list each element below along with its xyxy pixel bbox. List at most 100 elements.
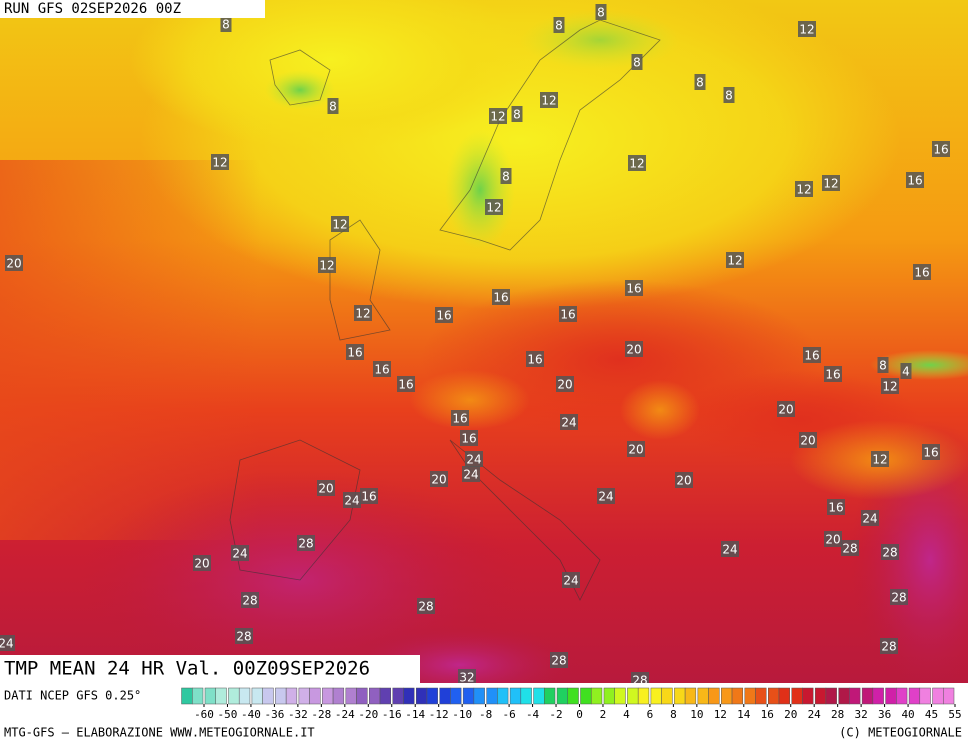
legend-swatch — [650, 687, 662, 705]
label-box — [560, 414, 578, 430]
contour-label: 20 — [825, 533, 840, 547]
label-box — [526, 351, 544, 367]
contour-label: 12 — [629, 157, 644, 171]
copyright-label: (C) METEOGIORNALE — [839, 726, 962, 740]
contour-label: 24 — [563, 574, 578, 588]
legend-swatch — [627, 687, 639, 705]
label-box — [900, 363, 912, 379]
label-box — [827, 499, 845, 515]
label-box — [595, 4, 607, 20]
legend-swatch — [181, 687, 193, 705]
label-box — [331, 216, 349, 232]
contour-label: 24 — [561, 416, 576, 430]
legend-swatch — [215, 687, 227, 705]
legend-swatch — [684, 687, 697, 705]
legend-swatch — [544, 687, 556, 705]
contour-label: 28 — [236, 630, 251, 644]
label-box — [881, 544, 899, 560]
label-box — [799, 432, 817, 448]
legend-swatch — [661, 687, 673, 705]
label-box — [675, 472, 693, 488]
legend-swatch — [861, 687, 874, 705]
contour-labels: 8 8 8 12 8 8 8 8 12 12 8 12 12 16 8 12 12 16 12 12 20 12 12 16 1… — [0, 4, 950, 688]
contour-label: 12 — [332, 218, 347, 232]
legend-swatch — [814, 687, 827, 705]
legend-tick-label: -28 — [311, 708, 331, 721]
contour-label: 20 — [318, 482, 333, 496]
contour-label: 28 — [882, 546, 897, 560]
label-box — [485, 199, 503, 215]
contour-label: 20 — [6, 257, 21, 271]
contour-label: 20 — [557, 378, 572, 392]
contour-label: 8 — [879, 359, 887, 373]
label-box — [803, 347, 821, 363]
contour-label: 12 — [799, 23, 814, 37]
contour-label: 8 — [555, 19, 563, 33]
legend-swatch — [908, 687, 921, 705]
contour-label: 20 — [194, 557, 209, 571]
contour-label: 24 — [463, 468, 478, 482]
contour-label: 16 — [452, 412, 467, 426]
legend-tick-label: -6 — [502, 708, 515, 721]
legend-tick-label: 28 — [831, 708, 844, 721]
label-box — [360, 488, 378, 504]
label-box — [430, 471, 448, 487]
legend-tick-label: 10 — [690, 708, 703, 721]
legend-tick-label: -32 — [288, 708, 308, 721]
contour-label: 8 — [597, 6, 605, 20]
legend-swatch — [322, 687, 334, 705]
legend-tick-label: -60 — [194, 708, 214, 721]
contour-label: 12 — [490, 110, 505, 124]
legend-tick-label: -14 — [405, 708, 425, 721]
contour-label: 24 — [722, 543, 737, 557]
legend-tick-label: 45 — [925, 708, 938, 721]
label-box — [451, 410, 469, 426]
legend-swatch — [802, 687, 814, 705]
label-box — [193, 555, 211, 571]
legend-swatch — [275, 687, 287, 705]
contour-label: 28 — [881, 640, 896, 654]
contour-label: 16 — [374, 363, 389, 377]
contour-label: 16 — [933, 143, 948, 157]
legend-tick-label: 12 — [714, 708, 727, 721]
contour-label: 28 — [891, 591, 906, 605]
legend-swatch — [838, 687, 850, 705]
map-field — [0, 0, 968, 705]
label-box — [550, 652, 568, 668]
contour-label: 28 — [242, 594, 257, 608]
contour-label: 24 — [862, 512, 877, 526]
legend-swatch — [744, 687, 756, 705]
legend-swatch — [509, 687, 522, 705]
legend-swatch — [450, 687, 462, 705]
label-box — [5, 255, 23, 271]
contour-label: 12 — [727, 254, 742, 268]
contour-label: 12 — [823, 177, 838, 191]
legend-swatch — [533, 687, 545, 705]
label-box — [631, 54, 643, 70]
legend-swatch — [778, 687, 790, 705]
legend-swatch — [238, 687, 251, 705]
legend-tick-label: -24 — [335, 708, 355, 721]
legend-tick-label: -50 — [218, 708, 238, 721]
legend-swatch — [755, 687, 767, 705]
contour-label: 16 — [907, 174, 922, 188]
contour-label: 28 — [842, 542, 857, 556]
color-legend: -60 -50 -40 -36 -32 -28 -24 -20 -16 -14 -12 -10 -8 -6… — [181, 687, 962, 721]
label-box — [625, 341, 643, 357]
label-box — [890, 589, 908, 605]
label-box — [841, 540, 859, 556]
legend-swatch — [426, 687, 438, 705]
legend-swatch — [392, 687, 404, 705]
legend-tick-label: -40 — [241, 708, 261, 721]
run-box — [0, 0, 265, 18]
contour-label: 20 — [628, 443, 643, 457]
contour-label: 8 — [502, 170, 510, 184]
legend-tick-label: -8 — [479, 708, 492, 721]
legend-swatch — [379, 687, 391, 705]
label-box — [346, 344, 364, 360]
label-box — [435, 307, 453, 323]
contour-label: 28 — [551, 654, 566, 668]
legend-swatch — [345, 687, 357, 705]
contour-label: 12 — [355, 307, 370, 321]
